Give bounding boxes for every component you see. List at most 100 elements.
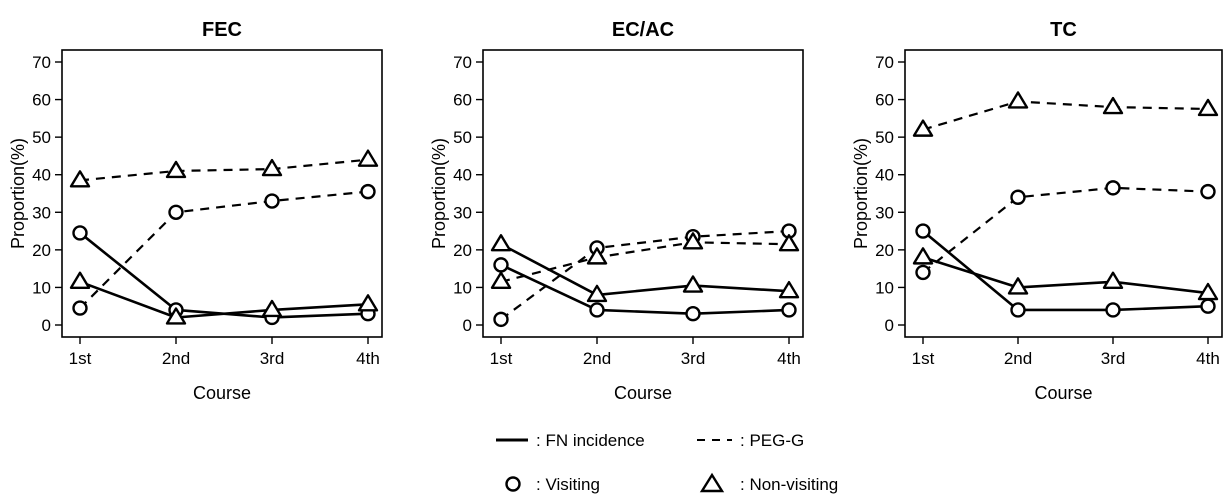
data-point-triangle	[1102, 271, 1124, 289]
x-tick-label: 2nd	[1004, 349, 1032, 368]
y-tick-label: 10	[32, 278, 51, 297]
data-point-triangle	[490, 234, 512, 252]
data-point-circle	[360, 183, 376, 200]
data-point-circle	[915, 223, 931, 239]
x-tick-label: 4th	[777, 349, 801, 368]
data-point-triangle	[165, 307, 187, 325]
y-tick-label: 40	[453, 166, 472, 185]
x-tick-label: 2nd	[162, 349, 190, 368]
data-point-circle	[1105, 180, 1121, 196]
data-point-triangle	[586, 284, 608, 303]
y-tick-label: 20	[453, 241, 472, 260]
chart-panel-0: FEC 0 10 20 30 40 50 60 70 1st 2nd 3rd 4th Course Prop…	[8, 19, 383, 403]
y-tick-label: 40	[32, 166, 51, 185]
x-tick-label: 2nd	[583, 349, 611, 368]
data-point-triangle	[912, 247, 934, 265]
data-point-circle	[1105, 302, 1121, 318]
y-tick-label: 60	[32, 91, 51, 110]
series-line-peg-g-non-visiting	[922, 100, 1209, 131]
data-point-triangle	[912, 119, 934, 137]
x-tick-label: 1st	[69, 349, 92, 368]
data-point-circle	[589, 302, 605, 318]
y-axis-label: Proportion(%)	[851, 138, 871, 249]
x-tick-label: 3rd	[681, 349, 706, 368]
plot-frame	[482, 49, 804, 338]
x-tick-label: 3rd	[1101, 349, 1126, 368]
y-tick-label: 30	[32, 203, 51, 222]
x-axis-label: Course	[193, 383, 251, 403]
data-point-circle	[781, 302, 797, 318]
data-point-circle	[1010, 302, 1026, 318]
x-tick-label: 3rd	[260, 349, 285, 368]
y-tick-label: 30	[875, 203, 894, 222]
series-line-peg-g-visiting	[79, 190, 369, 309]
chart-panel-2: TC 0 10 20 30 40 50 60 70 1st 2nd 3rd 4th Course Propo…	[851, 19, 1223, 403]
series-line-fn-incidence-visiting	[922, 230, 1209, 312]
y-tick-label: 30	[453, 203, 472, 222]
y-tick-label: 10	[453, 278, 472, 297]
data-point-circle	[493, 257, 509, 273]
data-point-triangle	[682, 275, 704, 293]
chart-title: EC/AC	[612, 19, 674, 41]
data-point-circle	[493, 311, 509, 328]
data-point-circle	[1200, 183, 1216, 200]
x-axis-label: Course	[614, 383, 672, 403]
x-tick-label: 4th	[1196, 349, 1220, 368]
chart-title: TC	[1050, 19, 1077, 41]
data-point-triangle	[165, 160, 187, 179]
y-tick-label: 40	[875, 166, 894, 185]
data-point-triangle	[69, 271, 91, 289]
y-tick-label: 0	[42, 316, 51, 335]
data-point-circle	[72, 225, 88, 241]
y-tick-label: 0	[885, 316, 894, 335]
data-point-triangle	[778, 234, 800, 252]
chart-title: FEC	[202, 19, 242, 41]
data-point-circle	[168, 204, 184, 220]
chart-panel-1: EC/AC 0 10 20 30 40 50 60 70 1st 2nd 3rd 4th Course Pr…	[429, 19, 804, 403]
data-point-triangle	[357, 149, 379, 167]
y-axis-label: Proportion(%)	[8, 138, 28, 249]
data-point-triangle	[1197, 98, 1219, 117]
data-point-triangle	[1197, 282, 1219, 301]
series-line-peg-g-non-visiting	[500, 241, 790, 283]
x-tick-label: 1st	[912, 349, 935, 368]
series-line-fn-incidence-non-visiting	[79, 280, 369, 319]
x-tick-label: 1st	[490, 349, 513, 368]
y-axis-label: Proportion(%)	[429, 138, 449, 249]
y-tick-label: 70	[453, 53, 472, 72]
data-point-circle	[1010, 189, 1026, 205]
data-point-triangle	[261, 158, 283, 177]
y-tick-label: 10	[875, 278, 894, 297]
data-point-triangle	[778, 280, 800, 299]
data-point-triangle	[1102, 96, 1124, 115]
y-tick-label: 60	[875, 91, 894, 110]
y-tick-label: 50	[32, 128, 51, 147]
data-point-triangle	[490, 271, 512, 289]
series-line-peg-g-non-visiting	[79, 158, 369, 182]
x-axis-label: Course	[1034, 383, 1092, 403]
y-tick-label: 20	[875, 241, 894, 260]
y-tick-label: 20	[32, 241, 51, 260]
data-point-triangle	[357, 294, 379, 312]
series-line-peg-g-visiting	[922, 186, 1209, 274]
data-point-triangle	[586, 247, 608, 265]
series-line-fn-incidence-non-visiting	[922, 256, 1209, 295]
y-tick-label: 60	[453, 91, 472, 110]
y-tick-label: 0	[463, 316, 472, 335]
series-line-fn-incidence-visiting	[79, 231, 369, 319]
data-point-triangle	[261, 299, 283, 318]
x-tick-label: 4th	[356, 349, 380, 368]
data-point-triangle	[1007, 91, 1029, 109]
y-tick-label: 70	[875, 53, 894, 72]
series-line-fn-incidence-visiting	[500, 263, 790, 316]
data-point-circle	[685, 306, 701, 322]
plot-frame	[904, 49, 1223, 338]
y-tick-label: 50	[453, 128, 472, 147]
data-point-circle	[264, 193, 280, 209]
data-point-circle	[915, 264, 931, 281]
y-tick-label: 70	[32, 53, 51, 72]
y-tick-label: 50	[875, 128, 894, 147]
data-point-triangle	[682, 232, 704, 250]
